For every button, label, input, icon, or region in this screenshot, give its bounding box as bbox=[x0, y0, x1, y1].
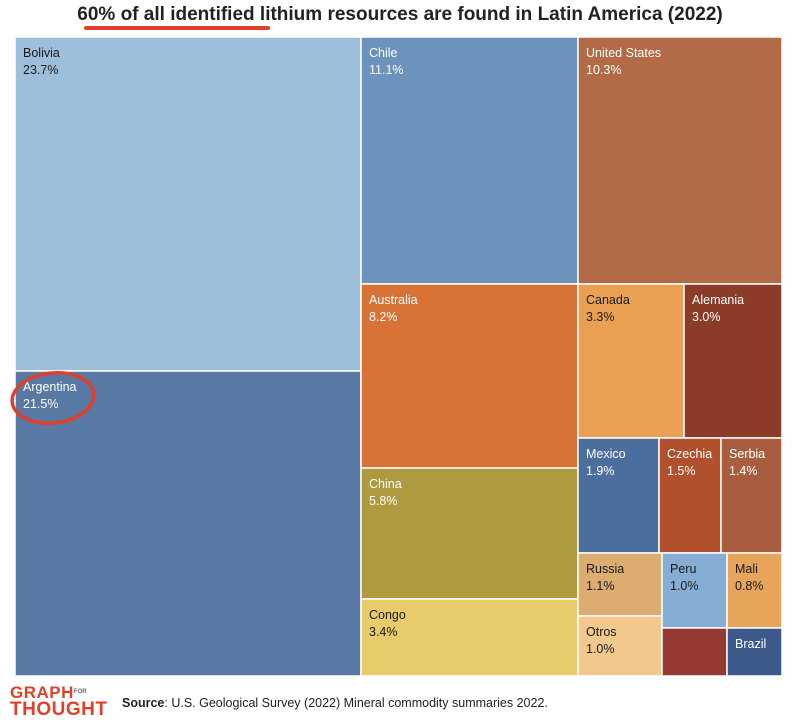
tile-rect-argentina bbox=[14, 370, 362, 677]
tile-name-alemania: Alemania bbox=[692, 293, 744, 307]
treemap-chart: Bolivia 23.7% Argentina 21.5% Chile 11.1% Unit… bbox=[10, 36, 783, 677]
tile-name-congo: Congo bbox=[369, 608, 406, 622]
tile-name-china: China bbox=[369, 477, 402, 491]
tile-rect-canada bbox=[577, 283, 685, 439]
source-note: Source: U.S. Geological Survey (2022) Mi… bbox=[122, 696, 548, 710]
tile-name-serbia: Serbia bbox=[729, 447, 765, 461]
tile-czechia: Czechia 1.5% bbox=[658, 437, 722, 554]
tile-rect-australia bbox=[360, 283, 579, 469]
tile-argentina: Argentina 21.5% bbox=[14, 370, 362, 677]
tile-rect-united-states bbox=[577, 36, 783, 285]
tile-rect-bolivia bbox=[14, 36, 362, 372]
tile-mexico: Mexico 1.9% bbox=[577, 437, 660, 554]
tile-value-australia: 8.2% bbox=[369, 310, 398, 324]
footer: GRAPHFOR THOUGHT Source: U.S. Geological… bbox=[0, 682, 800, 720]
tile-value-serbia: 1.4% bbox=[729, 464, 758, 478]
logo-line1: GRAPH bbox=[10, 683, 74, 702]
tile-alemania: Alemania 3.0% bbox=[683, 283, 783, 439]
tile-name-otros: Otros bbox=[586, 625, 617, 639]
logo-small: FOR bbox=[73, 689, 87, 695]
graph-for-thought-logo: GRAPHFOR THOUGHT bbox=[10, 684, 120, 720]
tile-united-states: United States 10.3% bbox=[577, 36, 783, 285]
tile-rect-brazil bbox=[726, 627, 783, 677]
tile-canada: Canada 3.3% bbox=[577, 283, 685, 439]
tile-australia: Australia 8.2% bbox=[360, 283, 579, 469]
tile-otros: Otros 1.0% bbox=[577, 615, 663, 677]
tile-name-russia: Russia bbox=[586, 562, 624, 576]
tile-value-russia: 1.1% bbox=[586, 579, 615, 593]
tile-name-czechia: Czechia bbox=[667, 447, 712, 461]
tile-rect-chile bbox=[360, 36, 579, 285]
tile-value-czechia: 1.5% bbox=[667, 464, 696, 478]
tile-name-united-states: United States bbox=[586, 46, 661, 60]
tile-chile: Chile 11.1% bbox=[360, 36, 579, 285]
source-text: : U.S. Geological Survey (2022) Mineral … bbox=[164, 696, 548, 710]
tile-rect-china bbox=[360, 467, 579, 600]
tile-value-peru: 1.0% bbox=[670, 579, 699, 593]
tile-rect-mali bbox=[726, 552, 783, 629]
tile-russia: Russia 1.1% bbox=[577, 552, 663, 617]
tile-value-united-states: 10.3% bbox=[586, 63, 621, 77]
tile-name-canada: Canada bbox=[586, 293, 630, 307]
logo-line2: THOUGHT bbox=[10, 699, 108, 720]
highlight-circle bbox=[10, 371, 96, 425]
title-highlight-underline bbox=[84, 26, 270, 30]
tile-rect-czechia bbox=[658, 437, 722, 554]
tile-rect-otros bbox=[577, 615, 663, 677]
tile-brazil: Brazil bbox=[726, 627, 783, 677]
tile-value-argentina: 21.5% bbox=[23, 397, 58, 411]
tile-name-mali: Mali bbox=[735, 562, 758, 576]
tile-rect-peru bbox=[661, 552, 728, 629]
tile-rect-alemania bbox=[683, 283, 783, 439]
tile-peru: Peru 1.0% bbox=[661, 552, 728, 629]
tile-value-alemania: 3.0% bbox=[692, 310, 721, 324]
tile-china: China 5.8% bbox=[360, 467, 579, 600]
tile-rect-mexico bbox=[577, 437, 660, 554]
source-label: Source bbox=[122, 696, 165, 710]
tile-name-australia: Australia bbox=[369, 293, 418, 307]
tile-value-china: 5.8% bbox=[369, 494, 398, 508]
tile-serbia: Serbia 1.4% bbox=[720, 437, 783, 554]
tile-unlabeled bbox=[661, 627, 728, 677]
tile-value-congo: 3.4% bbox=[369, 625, 398, 639]
tile-name-bolivia: Bolivia bbox=[23, 46, 60, 60]
tile-bolivia: Bolivia 23.7% bbox=[14, 36, 362, 372]
chart-title: 60% of all identified lithium resources … bbox=[77, 4, 723, 25]
tile-mali: Mali 0.8% bbox=[726, 552, 783, 629]
tile-name-peru: Peru bbox=[670, 562, 696, 576]
tile-congo: Congo 3.4% bbox=[360, 598, 579, 677]
tile-name-chile: Chile bbox=[369, 46, 398, 60]
tile-value-mali: 0.8% bbox=[735, 579, 764, 593]
tile-value-canada: 3.3% bbox=[586, 310, 615, 324]
tile-value-bolivia: 23.7% bbox=[23, 63, 58, 77]
tile-value-otros: 1.0% bbox=[586, 642, 615, 656]
tile-name-argentina: Argentina bbox=[23, 380, 77, 394]
tile-rect-unlabeled bbox=[661, 627, 728, 677]
tile-value-mexico: 1.9% bbox=[586, 464, 615, 478]
tile-name-mexico: Mexico bbox=[586, 447, 626, 461]
tile-name-brazil: Brazil bbox=[735, 637, 766, 651]
tile-value-chile: 11.1% bbox=[369, 63, 404, 77]
